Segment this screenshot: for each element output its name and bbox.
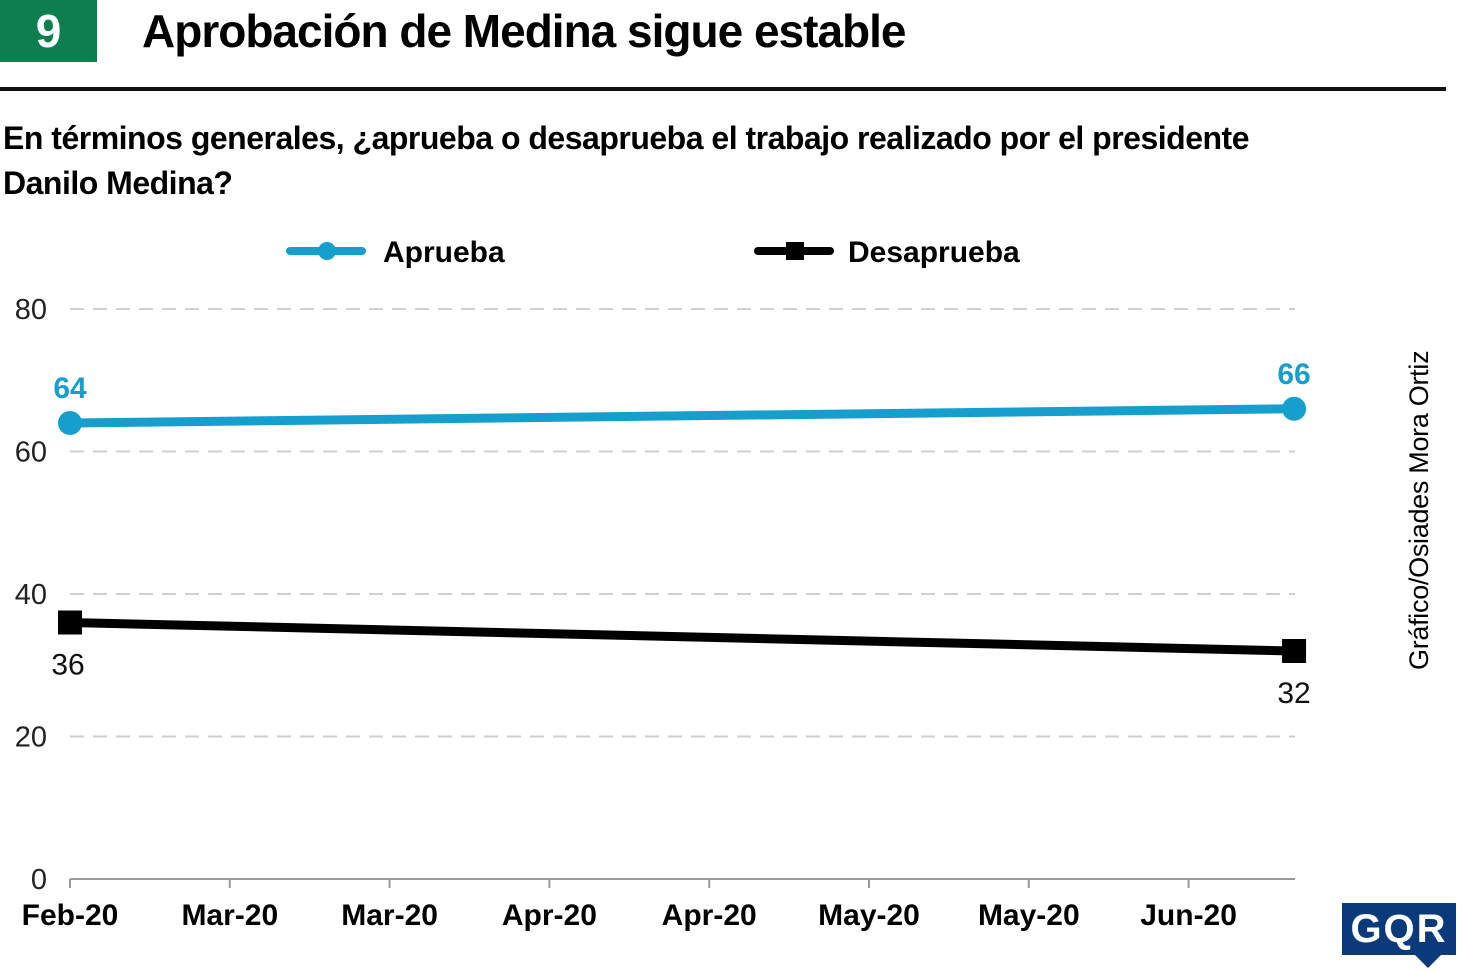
data-point-0-1 — [1282, 396, 1307, 421]
legend-label-0: Aprueba — [383, 236, 505, 269]
data-label-0-0: 64 — [53, 372, 87, 405]
title-divider — [0, 87, 1446, 91]
gqr-logo: GQR — [1342, 903, 1456, 955]
x-tick-label-7: Jun-20 — [1140, 899, 1237, 932]
chart-subtitle: En términos generales, ¿aprueba o desapr… — [3, 120, 1250, 201]
data-label-1-1: 32 — [1277, 677, 1310, 710]
x-tick-label-4: Apr-20 — [662, 899, 757, 932]
section-number-badge: 9 — [0, 0, 97, 62]
x-tick-label-6: May-20 — [978, 899, 1080, 932]
y-tick-label-60: 60 — [15, 437, 47, 469]
x-tick-label-3: Apr-20 — [502, 899, 597, 932]
legend-marker-1 — [786, 242, 804, 260]
gqr-logo-tail — [1414, 954, 1442, 968]
data-label-1-0: 36 — [51, 649, 84, 682]
x-tick-label-1: Mar-20 — [181, 899, 278, 932]
y-tick-label-40: 40 — [15, 579, 47, 611]
chart-credit: Gráfico/Osiades Mora Ortiz — [1404, 350, 1434, 670]
x-tick-label-5: May-20 — [818, 899, 920, 932]
legend-marker-0 — [318, 242, 336, 260]
data-label-0-1: 66 — [1277, 358, 1310, 391]
y-tick-label-20: 20 — [15, 722, 47, 754]
series-line-aprueba — [69, 404, 1295, 428]
chart-title: Aprobación de Medina sigue estable — [142, 5, 906, 57]
x-tick-label-2: Mar-20 — [341, 899, 438, 932]
data-point-1-0 — [58, 610, 82, 635]
legend-label-1: Desaprueba — [848, 236, 1020, 269]
x-tick-label-0: Feb-20 — [22, 899, 119, 932]
y-tick-label-80: 80 — [15, 294, 47, 326]
data-point-0-0 — [58, 411, 82, 435]
data-point-1-1 — [1282, 639, 1307, 663]
series-line-desaprueba — [69, 618, 1295, 656]
y-tick-label-0: 0 — [31, 864, 47, 896]
